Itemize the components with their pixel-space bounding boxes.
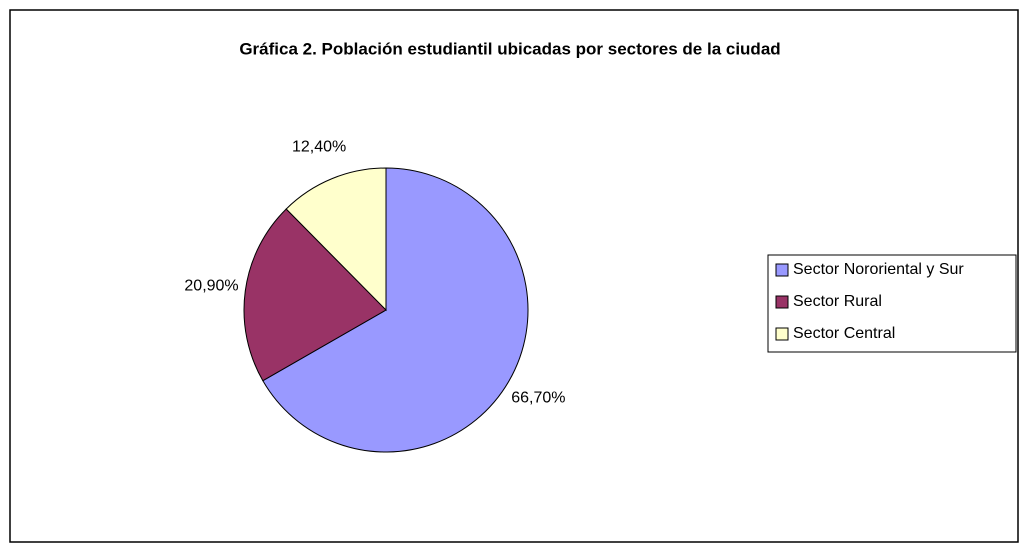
pie-slice: [243, 208, 387, 382]
legend-label: Sector Central: [793, 325, 895, 342]
pie-slice: [285, 167, 387, 312]
data-label: 12,40%: [292, 138, 346, 155]
legend-swatch: [775, 327, 789, 341]
legend-box: [767, 254, 1017, 353]
data-label: 20,90%: [184, 278, 238, 295]
legend-label: Sector Nororiental y Sur: [793, 261, 964, 278]
legend-label: Sector Rural: [793, 293, 882, 310]
pie-slice: [262, 167, 529, 453]
legend-swatch: [775, 295, 789, 309]
data-label: 66,70%: [511, 389, 565, 406]
legend-swatch: [775, 263, 789, 277]
chart-title: Gráfica 2. Población estudiantil ubicada…: [239, 39, 780, 58]
